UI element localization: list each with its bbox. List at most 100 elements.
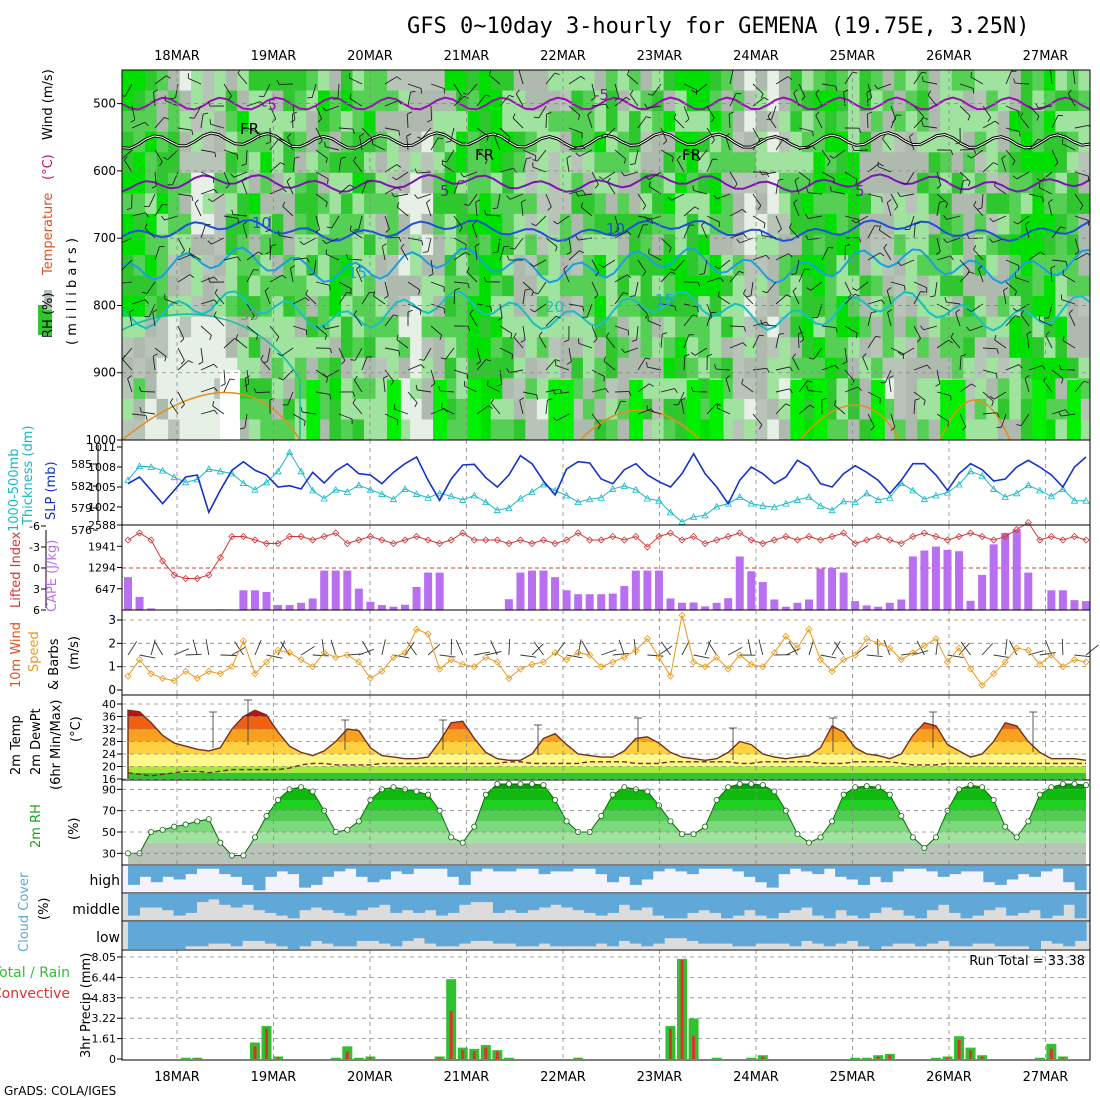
rh-cell — [122, 213, 135, 236]
wind-barb-flag — [265, 141, 271, 145]
wind-barb — [591, 369, 605, 377]
wind-barb-flag — [738, 270, 744, 274]
wind-barb — [762, 324, 777, 327]
thickness-point — [355, 481, 363, 489]
wind-barb — [739, 237, 754, 244]
wind-barb — [729, 70, 734, 85]
rh-cell — [698, 316, 711, 338]
precip-conv-bar — [368, 1057, 372, 1059]
rh2m-point — [344, 826, 351, 833]
rh-cell — [963, 213, 976, 236]
rh-cell — [375, 398, 388, 421]
wind10m-unit: (m/s) — [67, 636, 82, 670]
rh-cell — [824, 193, 838, 215]
rh-cell — [237, 131, 250, 153]
rh-cell — [721, 70, 734, 92]
rh-cell — [721, 234, 734, 256]
wind-barb-flag — [923, 117, 929, 120]
wind-barb-flag — [220, 383, 226, 387]
rh-cell — [1078, 255, 1090, 277]
rh-cell — [1078, 70, 1090, 92]
wind-barb-flag — [681, 397, 686, 401]
wind-barb — [982, 105, 992, 118]
chart-title: GFS 0~10day 3-hourly for GEMENA (19.75E,… — [407, 14, 1030, 39]
rh-cell — [225, 296, 238, 318]
wind-barb — [994, 185, 1007, 195]
rh-cell — [686, 70, 699, 92]
wind-barb — [325, 237, 340, 245]
wind-barb-flag — [783, 137, 789, 140]
thickness-tick-label: 576 — [71, 524, 92, 537]
wind-barb-flag — [1026, 331, 1032, 335]
rh2m-band — [128, 810, 1086, 822]
cloud-bar — [321, 894, 334, 911]
rh-cell — [894, 70, 907, 92]
rh-cell — [963, 275, 976, 297]
wind-barb — [188, 77, 202, 85]
rh-cell — [790, 152, 803, 174]
wind-barb — [936, 413, 949, 422]
wind-barb — [417, 193, 432, 199]
rh-cell — [375, 70, 388, 92]
cloud-bar — [584, 866, 597, 869]
cape-bar — [735, 556, 744, 610]
cloud-bar — [139, 866, 152, 877]
wind-barb — [313, 259, 317, 274]
precip-conv-bar — [888, 1055, 892, 1059]
tick-label: 0 — [108, 683, 116, 697]
rh-cell — [248, 152, 261, 174]
rh-cell — [652, 378, 665, 400]
wind10m-barb — [381, 639, 386, 656]
cloud-bar — [892, 866, 905, 872]
rh-cell — [928, 398, 941, 421]
wind-barb-flag — [878, 225, 881, 231]
rh-cell — [398, 378, 411, 400]
wind-barb — [263, 83, 271, 97]
rh-cell — [917, 337, 930, 359]
wind-barb — [676, 159, 685, 173]
rh-cell — [179, 419, 192, 440]
wind10m-point — [239, 637, 247, 645]
rh-cell — [721, 213, 734, 236]
wind-barb — [586, 303, 593, 318]
tick-label: 16 — [102, 773, 116, 786]
rh2m-point — [171, 823, 178, 830]
rh-cell — [801, 255, 815, 277]
wind-barb-flag — [916, 338, 921, 343]
cape-bar — [654, 570, 663, 610]
rh-cell — [871, 337, 884, 359]
rh-cell — [606, 234, 619, 256]
wind-barb-flag — [180, 404, 185, 409]
rh-cell — [997, 357, 1010, 379]
cloud-bar — [960, 922, 973, 947]
wind-barb-flag — [878, 163, 884, 167]
rh-cell — [294, 378, 307, 400]
wind10m-point — [135, 656, 144, 664]
wind-barb — [808, 390, 823, 393]
wind-barb-flag — [692, 314, 698, 317]
li-point — [551, 539, 559, 548]
rh-cell — [1055, 337, 1068, 359]
cloud-bar — [515, 866, 528, 869]
rh2m-point — [540, 782, 547, 789]
wind-barb-flag — [488, 70, 492, 76]
rh-cell — [456, 378, 469, 400]
contour-line-inner — [122, 132, 1090, 149]
wind-barb-flag — [989, 238, 994, 243]
wind-barb — [883, 247, 892, 261]
wind-barb — [614, 292, 624, 305]
wind10m-frame — [121, 609, 1091, 696]
wind-barb — [833, 149, 846, 159]
rh-cell — [824, 296, 838, 318]
cloud-bar — [470, 894, 483, 903]
rh-cell — [871, 357, 884, 379]
rh-cell — [709, 193, 722, 215]
cape-bar — [1070, 600, 1079, 610]
wind-barb-flag — [923, 400, 926, 406]
rh-cell — [778, 90, 791, 112]
temp-band-yellowgreen — [128, 766, 1086, 773]
rh-cell — [905, 337, 918, 359]
li-point — [355, 536, 363, 544]
cape-bar — [551, 577, 560, 610]
rh-cell — [340, 152, 354, 174]
